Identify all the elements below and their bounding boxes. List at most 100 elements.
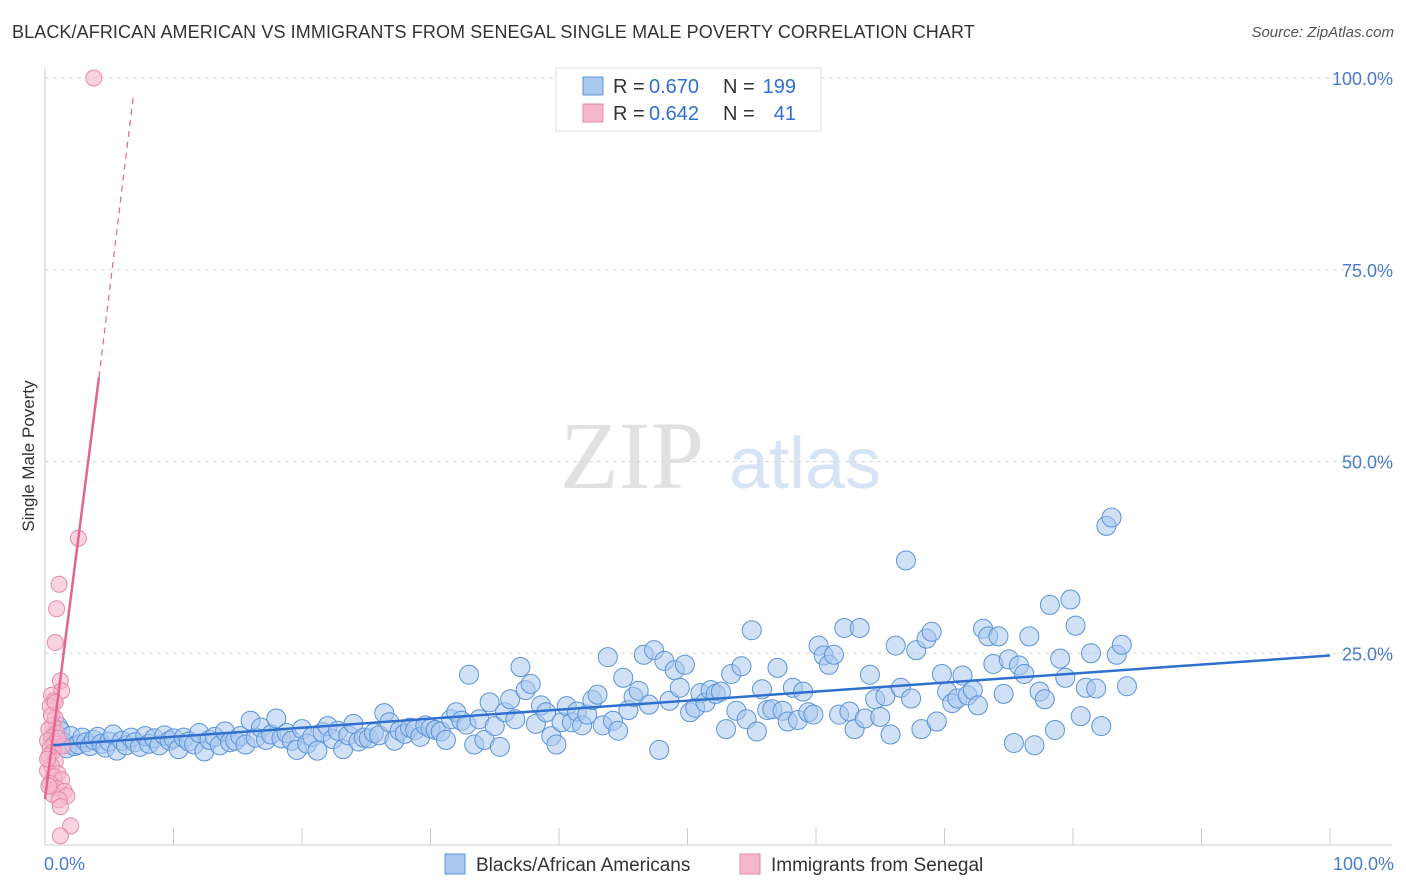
- stats-n-label-pink: N =: [723, 103, 755, 125]
- x-tick-label-max: 100.0%: [1333, 854, 1394, 874]
- point-blue-95: [500, 689, 521, 710]
- point-blue-137: [716, 719, 737, 740]
- point-blue-177: [921, 621, 942, 642]
- point-blue-206: [1070, 706, 1091, 727]
- stats-r-value-pink: 0.642: [649, 103, 699, 125]
- point-blue-165: [859, 664, 880, 685]
- stats-n-value-pink: 41: [774, 103, 796, 125]
- x-tick-label-min: 0.0%: [44, 854, 85, 874]
- y-tick-label-1: 50.0%: [1342, 453, 1393, 473]
- point-blue-197: [1024, 735, 1045, 756]
- stats-r-value-blue: 0.670: [649, 76, 699, 98]
- point-blue-204: [1060, 589, 1081, 610]
- stats-swatch-pink: [582, 103, 604, 123]
- trend-line-pink: [43, 376, 101, 800]
- trend-line-pink-extension: [98, 93, 135, 378]
- y-tick-labels: 25.0% 50.0% 75.0% 100.0%: [1332, 69, 1393, 664]
- point-blue-190: [988, 626, 1009, 647]
- point-blue-205: [1065, 615, 1086, 636]
- legend-label-pink: Immigrants from Senegal: [771, 855, 983, 876]
- point-blue-158: [823, 644, 844, 665]
- point-blue-178: [926, 711, 947, 732]
- point-blue-186: [967, 695, 988, 716]
- point-blue-128: [669, 677, 690, 698]
- point-pink-2: [50, 575, 68, 593]
- point-pink-39: [62, 817, 80, 835]
- point-blue-214: [1111, 634, 1132, 655]
- stats-r-label-pink: R =: [613, 103, 645, 125]
- point-blue-49: [266, 708, 287, 729]
- point-blue-124: [649, 739, 670, 760]
- legend: Blacks/African Americans Immigrants from…: [444, 853, 983, 876]
- y-tick-label-3: 100.0%: [1332, 69, 1393, 89]
- stats-n-value-blue: 199: [763, 76, 796, 98]
- point-blue-99: [520, 673, 541, 694]
- point-blue-179: [931, 663, 952, 684]
- point-blue-199: [1034, 689, 1055, 710]
- point-blue-191: [993, 683, 1014, 704]
- stats-r-label-blue: R =: [613, 76, 645, 98]
- point-blue-143: [746, 721, 767, 742]
- point-blue-142: [741, 620, 762, 641]
- point-blue-193: [1003, 732, 1024, 753]
- legend-label-blue: Blacks/African Americans: [476, 855, 690, 876]
- series-immigrants-from-senegal: [39, 69, 103, 845]
- y-axis-label: Single Male Poverty: [19, 380, 38, 532]
- point-pink-4: [46, 634, 64, 652]
- stats-n-label-blue: N =: [723, 76, 755, 98]
- point-blue-201: [1045, 719, 1066, 740]
- point-blue-209: [1086, 678, 1107, 699]
- stats-box: R = 0.670 N = 199 R = 0.642 N = 41: [555, 67, 822, 132]
- point-blue-114: [597, 647, 618, 668]
- stats-swatch-blue: [582, 76, 604, 96]
- point-blue-91: [479, 692, 500, 713]
- point-pink-3: [48, 600, 66, 618]
- watermark-atlas: atlas: [729, 424, 881, 504]
- trend-lines: [43, 93, 1331, 800]
- point-blue-210: [1091, 716, 1112, 737]
- chart-source: Source: ZipAtlas.com: [1251, 24, 1394, 41]
- point-blue-169: [880, 724, 901, 745]
- x-tick-labels: 0.0% 100.0%: [44, 854, 1394, 874]
- point-blue-82: [435, 729, 456, 750]
- point-blue-112: [587, 684, 608, 705]
- point-blue-167: [870, 706, 891, 727]
- point-pink-0: [85, 69, 103, 87]
- point-pink-38: [51, 798, 69, 816]
- point-pink-32: [40, 777, 58, 795]
- point-blue-57: [307, 740, 328, 761]
- point-blue-97: [510, 657, 531, 678]
- point-blue-87: [459, 664, 480, 685]
- grid: [45, 77, 1392, 845]
- point-blue-104: [546, 734, 567, 755]
- point-blue-96: [505, 709, 526, 730]
- point-blue-208: [1080, 643, 1101, 664]
- point-blue-116: [608, 720, 629, 741]
- chart-title: BLACK/AFRICAN AMERICAN VS IMMIGRANTS FRO…: [12, 22, 975, 42]
- point-pink-37: [39, 750, 57, 768]
- y-tick-label-0: 25.0%: [1342, 644, 1393, 664]
- point-blue-196: [1019, 626, 1040, 647]
- point-blue-203: [1055, 667, 1076, 688]
- point-blue-140: [731, 656, 752, 677]
- point-blue-215: [1116, 676, 1137, 697]
- series-blacks-african-americans: [43, 507, 1137, 762]
- point-blue-136: [710, 681, 731, 702]
- legend-swatch-pink: [739, 853, 761, 875]
- watermark-zip: ZIP: [560, 402, 704, 509]
- point-blue-172: [895, 550, 916, 571]
- trend-line-blue: [51, 654, 1331, 747]
- point-blue-120: [628, 680, 649, 701]
- point-blue-202: [1050, 648, 1071, 669]
- legend-swatch-blue: [444, 853, 466, 875]
- point-blue-170: [885, 635, 906, 656]
- point-blue-195: [1014, 663, 1035, 684]
- point-blue-117: [613, 667, 634, 688]
- point-blue-163: [849, 617, 870, 638]
- point-blue-200: [1039, 594, 1060, 615]
- point-blue-212: [1101, 507, 1122, 528]
- point-blue-154: [803, 704, 824, 725]
- point-blue-173: [901, 688, 922, 709]
- point-pink-35: [46, 693, 64, 711]
